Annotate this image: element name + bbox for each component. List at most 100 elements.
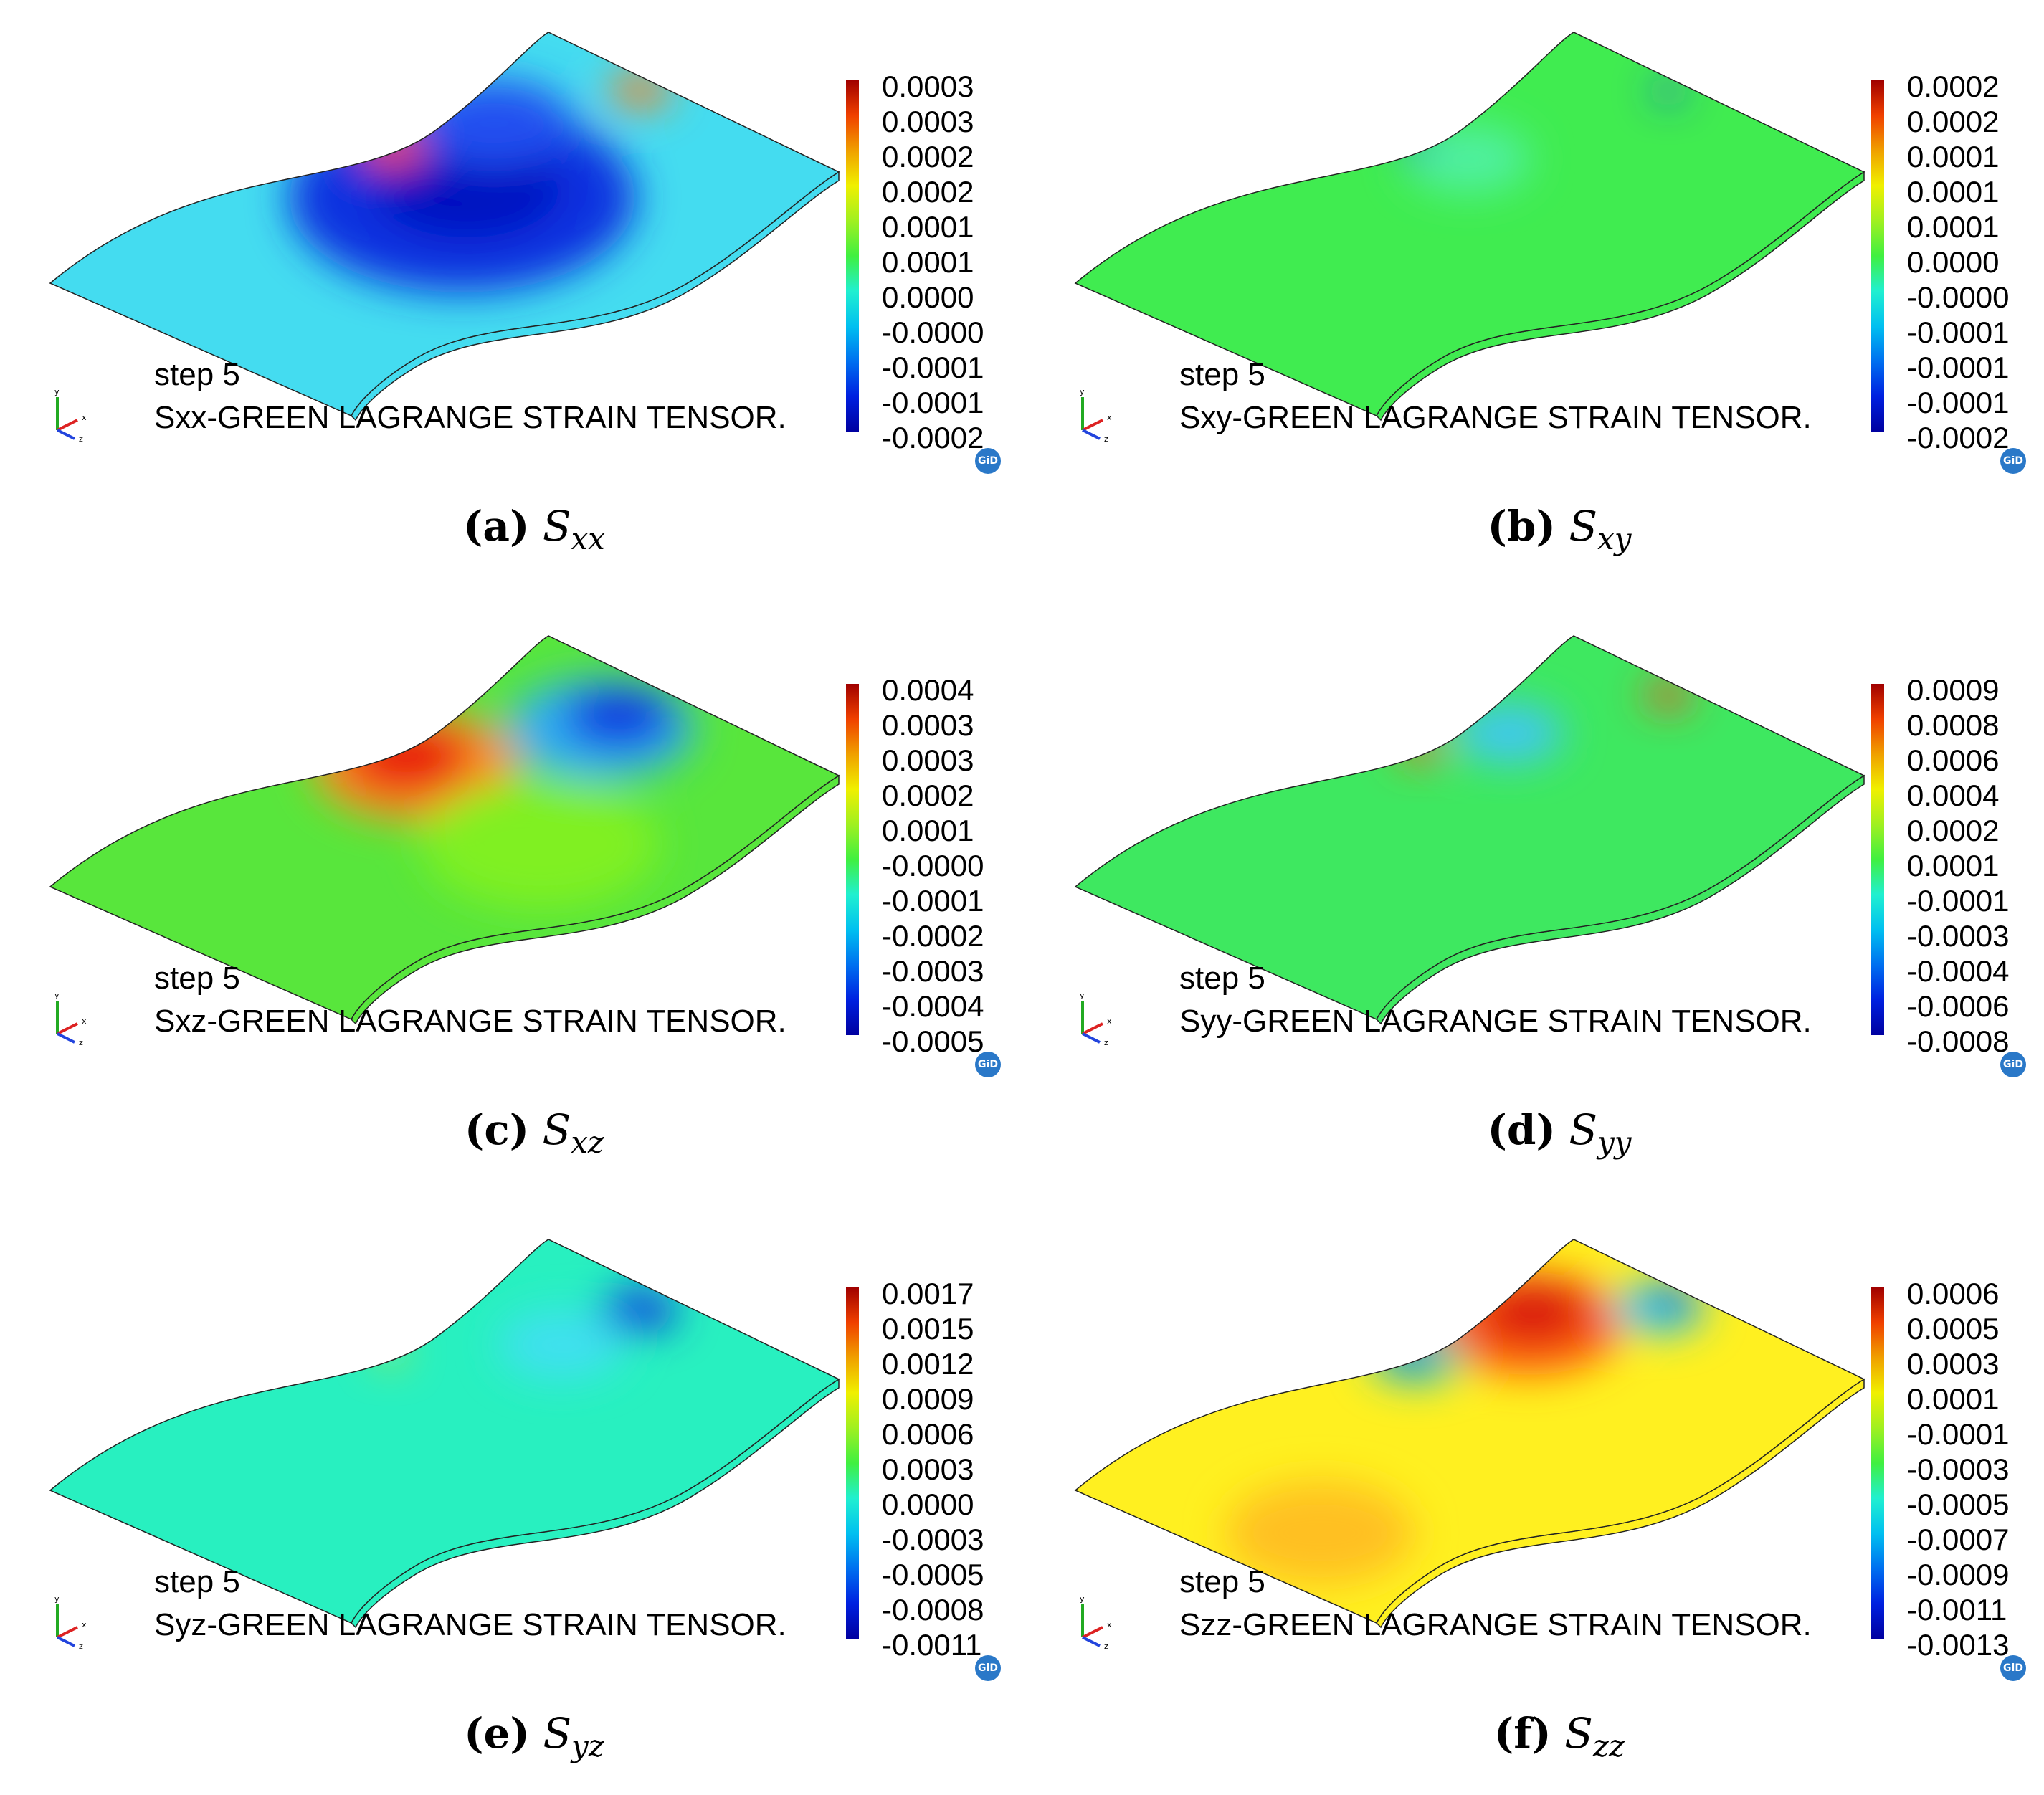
- colorbar-tick-label: -0.0008: [882, 1593, 984, 1627]
- contour-plot: [49, 32, 859, 432]
- axis-label: z: [1104, 1642, 1108, 1651]
- contour-region: [1653, 82, 1685, 100]
- subfigure-caption: (b) Sxy: [1040, 502, 2044, 556]
- axis-label: x: [82, 1016, 87, 1026]
- contour-panel: 0.0017 0.0015 0.0012 0.0009 0.0006 0.0003 0.00…: [14, 1222, 1054, 1795]
- surface-outline: [49, 635, 840, 1020]
- colorbar-tick-label: -0.0006: [1907, 989, 2010, 1023]
- colorbar-tick-label: -0.0007: [1907, 1523, 2010, 1556]
- colorbar-tick-label: 0.0009: [882, 1382, 974, 1416]
- colorbar-ticks: 0.0017 0.0015 0.0012 0.0009 0.0006 0.0003 0.00…: [882, 1277, 1025, 1660]
- contour-region: [1404, 124, 1531, 194]
- colorbar-tick-label: -0.0005: [882, 1558, 984, 1591]
- axes-triad-icon: y x z: [1080, 387, 1112, 444]
- colorbar-tick-label: 0.0001: [882, 245, 974, 279]
- contour-plot: [49, 635, 859, 1035]
- gid-logo-icon: GiD: [975, 1655, 1001, 1681]
- contour-region: [498, 1310, 624, 1379]
- caption-letter: (e): [464, 1709, 530, 1758]
- colorbar-tick-label: 0.0004: [882, 673, 974, 707]
- result-name-label: Sxz-GREEN LAGRANGE STRAIN TENSOR.: [154, 1004, 786, 1039]
- colorbar-tick-label: 0.0001: [1907, 1382, 2000, 1416]
- result-name-label: Szz-GREEN LAGRANGE STRAIN TENSOR.: [1179, 1607, 1812, 1642]
- contour-plot: [1074, 1239, 1884, 1639]
- colorbar-tick-label: 0.0003: [882, 1452, 974, 1486]
- axis-label: z: [79, 1642, 83, 1651]
- colorbar-tick-label: 0.0003: [882, 70, 974, 103]
- contour-region: [1645, 682, 1693, 708]
- axis-label: z: [79, 434, 83, 444]
- surface-outline: [1074, 32, 1865, 416]
- colorbar-tick-label: 0.0004: [1907, 779, 2000, 812]
- colorbar-tick-label: 0.0006: [882, 1417, 974, 1451]
- contour-region: [1399, 137, 1431, 155]
- colorbar: [846, 80, 859, 432]
- contour-panel: 0.0003 0.0003 0.0002 0.0002 0.0001 0.0001 0.00…: [14, 14, 1054, 588]
- colorbar-tick-label: -0.0001: [882, 884, 984, 918]
- colorbar-tick-label: -0.0003: [882, 954, 984, 988]
- colorbar-tick-label: 0.0001: [1907, 849, 2000, 882]
- colorbar-ticks: 0.0003 0.0003 0.0002 0.0002 0.0001 0.0001 0.00…: [882, 70, 1025, 453]
- contour-plot: [49, 1239, 859, 1639]
- colorbar-tick-label: 0.0008: [1907, 708, 2000, 742]
- colorbar-tick-label: 0.0002: [882, 779, 974, 812]
- step-label: step 5: [154, 961, 240, 996]
- colorbar-tick-label: -0.0001: [1907, 386, 2010, 419]
- caption-symbol: S: [542, 502, 571, 551]
- contour-region: [1369, 1331, 1464, 1384]
- colorbar-tick-label: 0.0012: [882, 1347, 974, 1381]
- caption-letter: (c): [464, 1105, 530, 1154]
- axes-triad-icon: y x z: [54, 1594, 87, 1651]
- caption-symbol: S: [1569, 502, 1598, 551]
- colorbar-tick-label: -0.0003: [1907, 919, 2010, 953]
- contour-region: [414, 80, 573, 166]
- colorbar-tick-label: 0.0015: [882, 1312, 974, 1346]
- colorbar-ticks: 0.0006 0.0005 0.0003 0.0001 -0.0001 -0.0003 -0…: [1907, 1279, 2044, 1660]
- colorbar-tick-label: -0.0011: [1907, 1593, 2007, 1627]
- axes-triad-icon: y x z: [1080, 991, 1112, 1047]
- colorbar-tick-label: -0.0000: [882, 849, 984, 882]
- colorbar-tick-label: 0.0017: [882, 1277, 974, 1310]
- colorbar-tick-label: 0.0002: [1907, 70, 2000, 103]
- colorbar-tick-label: -0.0001: [1907, 351, 2010, 384]
- step-label: step 5: [1179, 357, 1265, 392]
- caption-subscript: zz: [1592, 1728, 1625, 1763]
- colorbar-tick-label: 0.0001: [882, 814, 974, 847]
- axis-label: y: [54, 1594, 60, 1604]
- colorbar-ticks: 0.0009 0.0008 0.0006 0.0004 0.0002 0.0001 -0.0…: [1907, 673, 2044, 1057]
- contour-region: [361, 130, 424, 165]
- colorbar-tick-label: 0.0002: [882, 140, 974, 173]
- axis-label: x: [82, 413, 87, 422]
- colorbar: [846, 684, 859, 1035]
- colorbar-tick-label: 0.0003: [882, 708, 974, 742]
- caption-letter: (b): [1487, 502, 1556, 551]
- colorbar-ticks: 0.0004 0.0003 0.0003 0.0002 0.0001 -0.0000 -0.…: [882, 673, 1025, 1057]
- colorbar-tick-label: 0.0005: [1907, 1312, 2000, 1346]
- step-label: step 5: [154, 357, 240, 392]
- axis-label: x: [1107, 1016, 1112, 1026]
- caption-symbol: S: [542, 1105, 571, 1154]
- colorbar-tick-label: 0.0000: [882, 280, 974, 314]
- axis-label: z: [79, 1038, 83, 1047]
- colorbar-tick-label: -0.0011: [882, 1628, 982, 1662]
- colorbar-tick-label: -0.0009: [1907, 1558, 2010, 1591]
- colorbar-tick-label: -0.0002: [882, 919, 984, 953]
- axis-label: y: [54, 991, 60, 1000]
- axis-label: y: [1080, 387, 1085, 396]
- colorbar-tick-label: -0.0001: [1907, 1417, 2010, 1451]
- contour-region: [344, 723, 471, 793]
- result-name-label: Syz-GREEN LAGRANGE STRAIN TENSOR.: [154, 1607, 786, 1642]
- gid-logo-icon: GiD: [2000, 1655, 2026, 1681]
- axis-label: x: [1107, 413, 1112, 422]
- colorbar-tick-label: -0.0002: [882, 421, 984, 454]
- colorbar-tick-label: -0.0004: [882, 989, 984, 1023]
- result-name-label: Sxy-GREEN LAGRANGE STRAIN TENSOR.: [1179, 400, 1812, 435]
- contour-region: [1386, 1341, 1434, 1368]
- colorbar-tick-label: -0.0001: [882, 386, 984, 419]
- colorbar-tick-label: 0.0009: [1907, 673, 2000, 707]
- colorbar-tick-label: -0.0003: [1907, 1452, 2010, 1486]
- step-label: step 5: [1179, 1564, 1265, 1599]
- caption-letter: (f): [1493, 1709, 1551, 1758]
- colorbar-tick-label: -0.0004: [1907, 954, 2010, 988]
- result-name-label: Syy-GREEN LAGRANGE STRAIN TENSOR.: [1179, 1004, 1812, 1039]
